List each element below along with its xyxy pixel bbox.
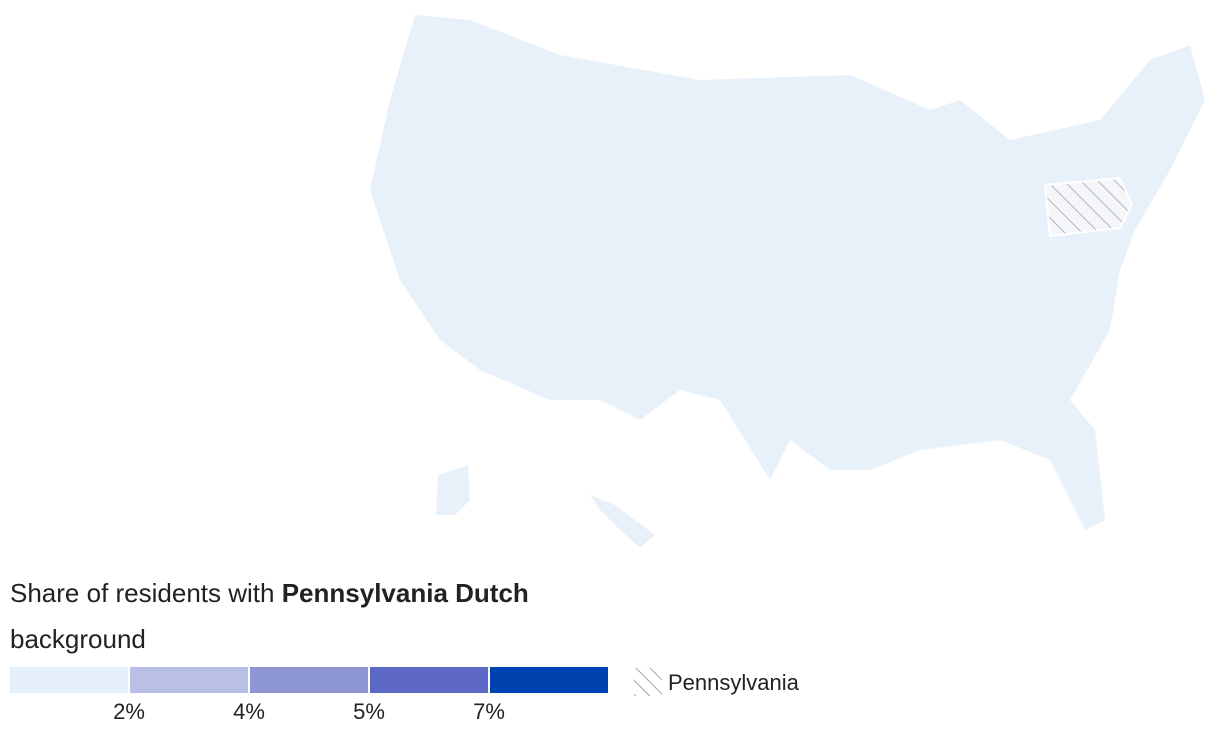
alaska <box>436 465 470 515</box>
legend-title-bold: Pennsylvania Dutch <box>281 578 529 608</box>
legend-title-text: Share of residents with <box>10 578 282 608</box>
hatch-label: Pennsylvania <box>668 670 800 695</box>
map <box>370 15 1205 548</box>
hatch-swatch <box>634 668 662 696</box>
legend-swatch <box>250 667 368 693</box>
legend-tick-label: 7% <box>473 699 505 724</box>
legend-swatch <box>130 667 248 693</box>
legend-swatch <box>10 667 128 693</box>
color-legend: Pennsylvania 2% 4% 5% 7% <box>10 667 800 724</box>
legend-swatch <box>490 667 608 693</box>
pennsylvania <box>1043 176 1134 238</box>
hawaii <box>590 495 655 548</box>
legend-tick-label: 5% <box>353 699 385 724</box>
legend-title: Share of residents with Pennsylvania Dut… <box>10 570 610 662</box>
contiguous-us <box>370 15 1205 530</box>
legend-title-text: background <box>10 624 146 654</box>
legend-swatch <box>370 667 488 693</box>
legend-tick-label: 4% <box>233 699 265 724</box>
legend-tick-label: 2% <box>113 699 145 724</box>
